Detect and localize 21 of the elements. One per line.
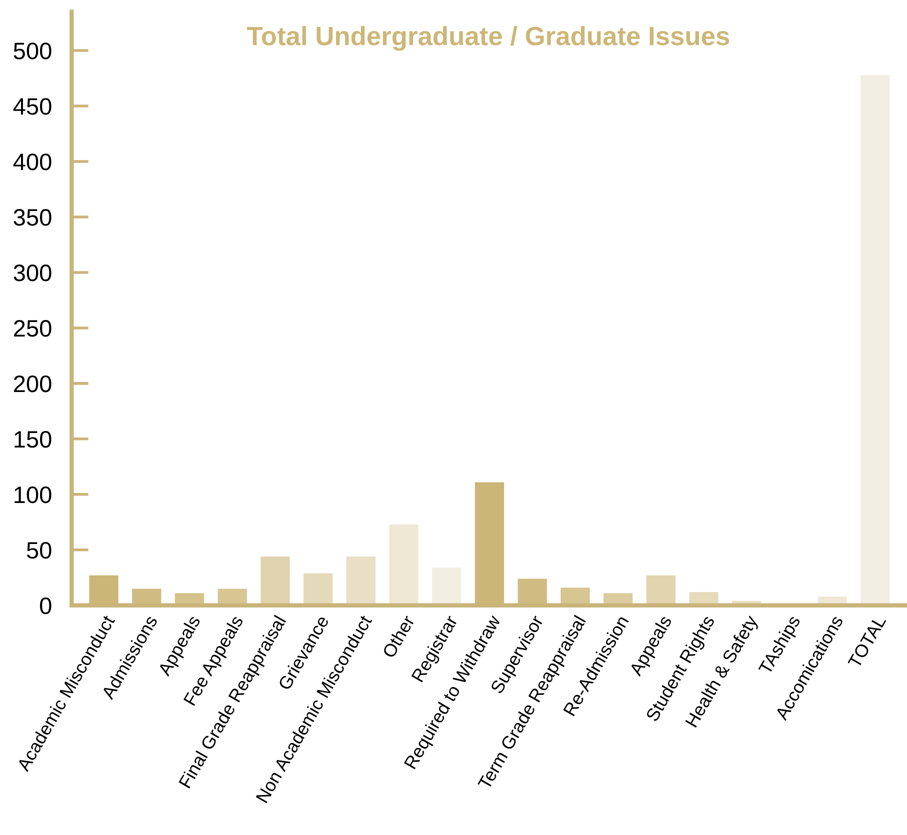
- y-tick-label: 150: [14, 430, 52, 448]
- bar: [218, 588, 247, 606]
- y-tick-label: 50: [26, 542, 52, 559]
- y-tick-label: 200: [14, 376, 52, 392]
- bar: [860, 74, 890, 606]
- y-tick-label: 400: [13, 154, 52, 170]
- text: Total Undergraduate / Graduate Issues: [247, 26, 730, 51]
- bar: [260, 556, 290, 606]
- y-tick-label: 250: [14, 320, 52, 337]
- bar: [346, 556, 376, 606]
- y-tick-label: 300: [14, 264, 52, 282]
- bar: [560, 588, 590, 606]
- bar: [646, 575, 676, 606]
- y-tick-label: 500: [14, 42, 52, 60]
- y-tick-label: 0: [40, 597, 52, 614]
- bar: [304, 573, 333, 606]
- bar: [432, 568, 462, 606]
- bar: [389, 524, 418, 606]
- y-tick-label: 450: [13, 98, 52, 115]
- y-tick-label: 100: [14, 486, 52, 504]
- y-tick-label: 350: [14, 209, 52, 226]
